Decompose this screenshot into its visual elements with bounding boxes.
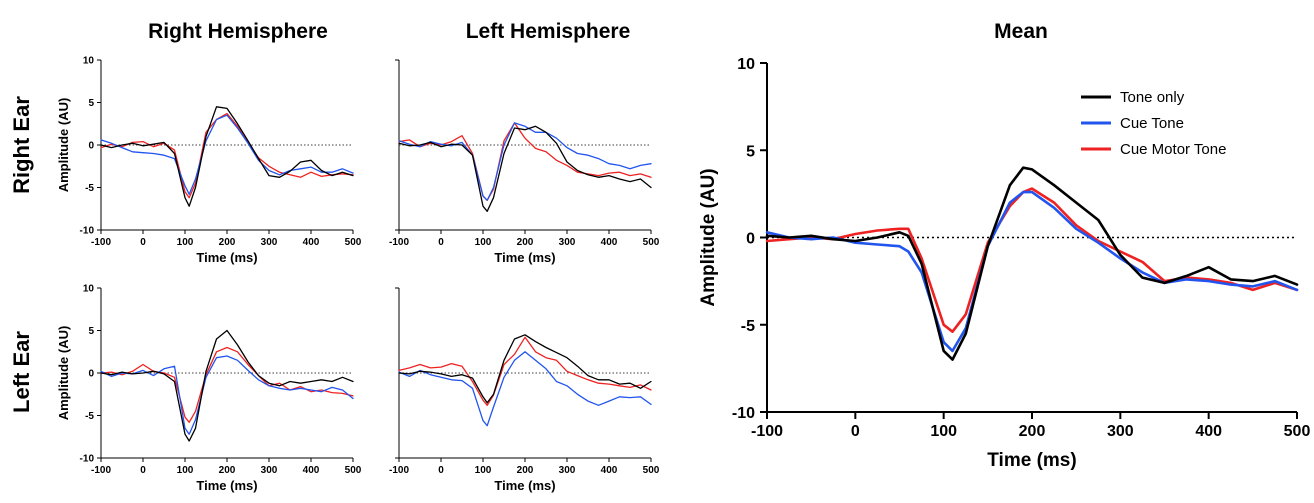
- x-tick-label: -100: [91, 465, 111, 476]
- x-axis-title: Time (ms): [196, 478, 257, 493]
- x-tick-label: 0: [438, 465, 444, 476]
- legend-label-cue-motor-tone: Cue Motor Tone: [1120, 141, 1226, 158]
- x-axis-title: Time (ms): [494, 478, 555, 493]
- x-tick-label: 300: [261, 237, 278, 248]
- y-tick-label: -10: [80, 454, 95, 465]
- y-tick-label: 0: [88, 141, 94, 152]
- legend-label-cue-tone: Cue Tone: [1120, 115, 1184, 132]
- series-line-cue-tone: [100, 355, 354, 435]
- x-tick-label: 200: [517, 465, 534, 476]
- x-tick-label: 0: [438, 237, 444, 248]
- x-tick-label: 200: [219, 465, 236, 476]
- row-label-right-ear: Right Ear: [9, 96, 34, 194]
- x-tick-label: 100: [930, 423, 957, 440]
- x-tick-label: 400: [303, 465, 320, 476]
- y-tick-label: 10: [83, 56, 95, 67]
- y-tick-label: -5: [741, 318, 755, 335]
- x-tick-label: 300: [1107, 423, 1134, 440]
- x-tick-label: -100: [91, 237, 111, 248]
- series-line-cue-tone: [765, 190, 1299, 353]
- y-tick-label: 5: [88, 326, 94, 337]
- series-line-cue-motor-tone: [100, 346, 354, 423]
- x-tick-label: 500: [1284, 423, 1311, 440]
- series-line-tone-only: [100, 106, 354, 207]
- y-tick-label: 5: [746, 143, 755, 160]
- y-tick-label: -5: [85, 183, 94, 194]
- y-tick-label: -10: [732, 405, 755, 422]
- series-line-tone-only: [398, 125, 652, 212]
- y-tick-label: 0: [88, 369, 94, 380]
- chart-panel-left-ear-left-hemisphere: -100 0 100 200 300 400 500 Time (ms): [389, 287, 660, 493]
- chart-panel-mean: -100 0 100 200 300 400 500 -10 -5 0 5 10 Time (ms) Am…: [698, 56, 1310, 471]
- x-tick-label: 500: [345, 465, 362, 476]
- y-tick-label: 10: [737, 56, 755, 73]
- mean-title: Mean: [994, 20, 1048, 43]
- x-tick-label: 200: [219, 237, 236, 248]
- x-tick-label: 400: [1195, 423, 1222, 440]
- y-tick-label: 5: [88, 98, 94, 109]
- column-title-left-hemisphere: Left Hemisphere: [466, 20, 631, 43]
- series-line-cue-tone: [398, 351, 652, 427]
- series-line-tone-only: [398, 334, 652, 404]
- y-axis-title: Amplitude (AU): [56, 326, 71, 421]
- x-axis-title: Time (ms): [987, 450, 1076, 471]
- column-title-right-hemisphere: Right Hemisphere: [148, 20, 328, 43]
- y-tick-label: -5: [85, 411, 94, 422]
- series-line-cue-motor-tone: [100, 112, 354, 199]
- x-tick-label: -100: [751, 423, 783, 440]
- chart-panel-right-ear-left-hemisphere: -100 0 100 200 300 400 500 Time (ms): [389, 59, 660, 265]
- y-axis-title: Amplitude (AU): [56, 98, 71, 193]
- series-line-cue-tone: [398, 122, 652, 201]
- row-label-left-ear: Left Ear: [9, 331, 34, 413]
- y-tick-label: 0: [746, 231, 755, 248]
- legend-label-tone-only: Tone only: [1120, 89, 1185, 106]
- x-tick-label: -100: [389, 237, 409, 248]
- x-tick-label: 100: [475, 237, 492, 248]
- x-tick-label: 300: [559, 237, 576, 248]
- x-tick-label: 0: [140, 237, 146, 248]
- legend: Tone only Cue Tone Cue Motor Tone: [1081, 89, 1226, 158]
- x-tick-label: 100: [475, 465, 492, 476]
- y-tick-label: 10: [83, 284, 95, 295]
- x-tick-label: -100: [389, 465, 409, 476]
- x-tick-label: 500: [643, 465, 660, 476]
- x-tick-label: 400: [303, 237, 320, 248]
- series-line-cue-motor-tone: [398, 122, 652, 201]
- series-line-tone-only: [100, 329, 354, 442]
- x-tick-label: 300: [559, 465, 576, 476]
- series-line-cue-motor-tone: [765, 187, 1299, 334]
- x-tick-label: 400: [601, 465, 618, 476]
- y-tick-label: -10: [80, 226, 95, 237]
- x-tick-label: 500: [345, 237, 362, 248]
- series-line-cue-tone: [100, 114, 354, 195]
- x-tick-label: 0: [140, 465, 146, 476]
- x-tick-label: 100: [177, 237, 194, 248]
- x-axis-title: Time (ms): [494, 250, 555, 265]
- x-tick-label: 200: [1019, 423, 1046, 440]
- series-line-cue-motor-tone: [398, 336, 652, 406]
- x-tick-label: 100: [177, 465, 194, 476]
- chart-panel-right-ear-right-hemisphere: -100 0 100 200 300 400 500 -10 -5 0 5 10 Time (ms) Am…: [56, 56, 362, 266]
- x-tick-label: 0: [851, 423, 860, 440]
- chart-panel-left-ear-right-hemisphere: -100 0 100 200 300 400 500 -10 -5 0 5 10 Time (ms) Am…: [56, 284, 362, 494]
- x-tick-label: 200: [517, 237, 534, 248]
- x-axis-title: Time (ms): [196, 250, 257, 265]
- x-tick-label: 400: [601, 237, 618, 248]
- y-axis-title: Amplitude (AU): [698, 168, 719, 306]
- x-tick-label: 500: [643, 237, 660, 248]
- x-tick-label: 300: [261, 465, 278, 476]
- series-line-tone-only: [765, 166, 1299, 361]
